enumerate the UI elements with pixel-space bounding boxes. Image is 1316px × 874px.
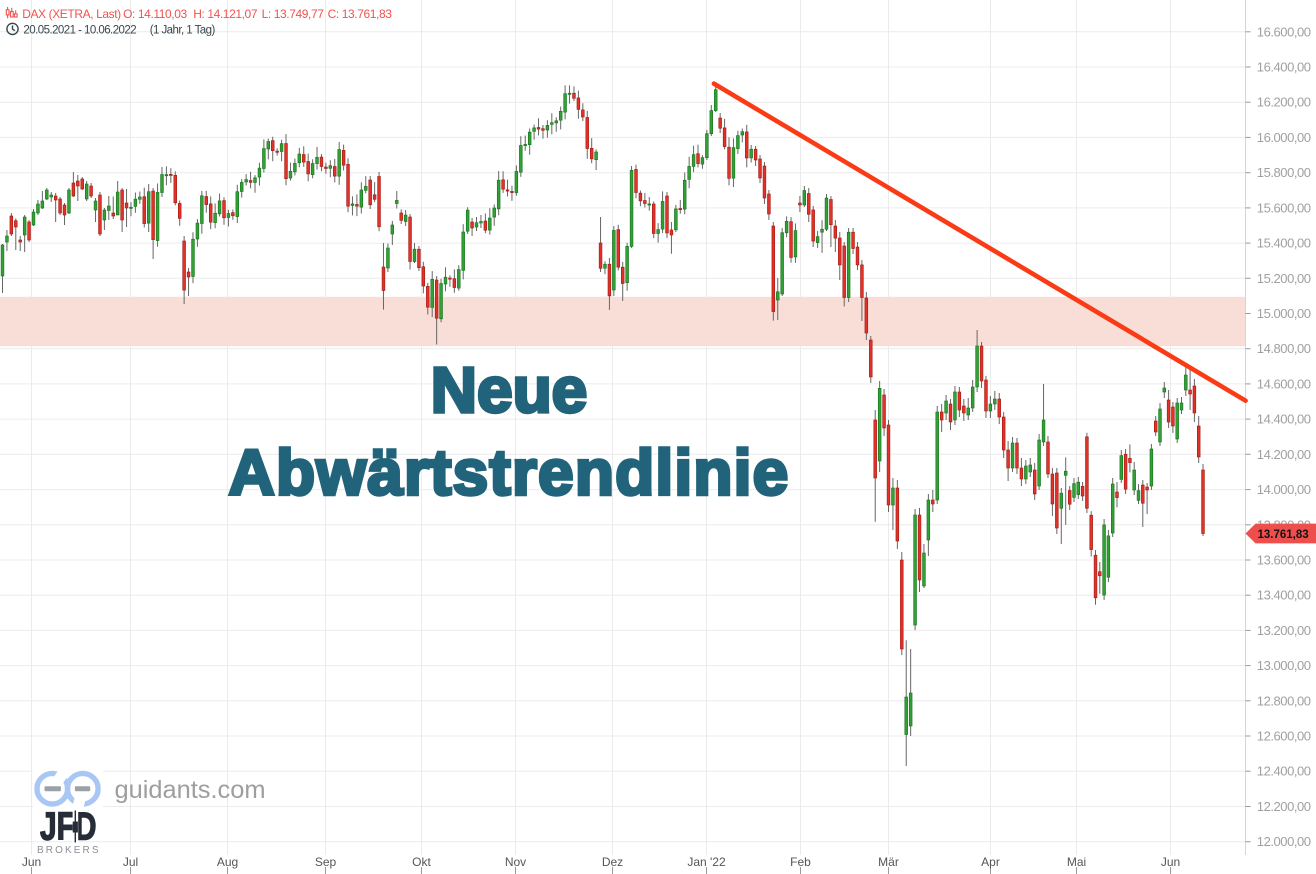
svg-text:13.400,00: 13.400,00 [1257,588,1311,603]
svg-text:Jul: Jul [123,855,138,869]
svg-text:15.600,00: 15.600,00 [1257,200,1311,215]
svg-text:12.800,00: 12.800,00 [1257,693,1311,708]
svg-text:14.800,00: 14.800,00 [1257,341,1311,356]
svg-text:12.600,00: 12.600,00 [1257,729,1311,744]
svg-text:14.400,00: 14.400,00 [1257,412,1311,427]
svg-text:Abwärtstrendlinie: Abwärtstrendlinie [229,437,790,509]
svg-text:12.000,00: 12.000,00 [1257,834,1311,849]
svg-text:13.200,00: 13.200,00 [1257,623,1311,638]
svg-text:15.000,00: 15.000,00 [1257,306,1311,321]
svg-text:Apr: Apr [981,855,1000,869]
svg-text:15.200,00: 15.200,00 [1257,271,1311,286]
svg-text:20.05.2021 - 10.06.2022(1 Jahr: 20.05.2021 - 10.06.2022 (1 Jahr, 1 Tag) [23,25,215,37]
svg-text:Feb: Feb [790,855,811,869]
svg-text:16.400,00: 16.400,00 [1257,60,1311,75]
svg-text:16.000,00: 16.000,00 [1257,130,1311,145]
svg-text:15.800,00: 15.800,00 [1257,165,1311,180]
svg-text:Jan '22: Jan '22 [687,855,726,869]
svg-text:Sep: Sep [315,855,337,869]
svg-text:14.000,00: 14.000,00 [1257,482,1311,497]
svg-text:Dez: Dez [602,855,623,869]
svg-text:Mär: Mär [878,855,899,869]
svg-text:15.400,00: 15.400,00 [1257,236,1311,251]
svg-text:JFD: JFD [40,806,96,849]
svg-text:12.200,00: 12.200,00 [1257,799,1311,814]
svg-text:Aug: Aug [217,855,238,869]
svg-text:16.200,00: 16.200,00 [1257,95,1311,110]
svg-text:13.600,00: 13.600,00 [1257,553,1311,568]
svg-text:14.600,00: 14.600,00 [1257,376,1311,391]
svg-text:13.000,00: 13.000,00 [1257,658,1311,673]
svg-text:Jun: Jun [22,855,41,869]
svg-text:DAX (XETRA, Last)O: 14.110,03H: DAX (XETRA, Last) O: 14.110,03 H: 14.121,0… [22,7,392,21]
svg-text:guidants.com: guidants.com [115,776,266,804]
svg-text:16.600,00: 16.600,00 [1257,24,1311,39]
svg-text:12.400,00: 12.400,00 [1257,764,1311,779]
svg-text:13.761,83: 13.761,83 [1258,529,1309,541]
svg-text:BROKERS: BROKERS [37,845,101,856]
svg-text:14.200,00: 14.200,00 [1257,447,1311,462]
svg-text:Jun: Jun [1161,855,1180,869]
svg-text:Mai: Mai [1067,855,1086,869]
svg-text:Nov: Nov [505,855,526,869]
svg-text:Okt: Okt [412,855,431,869]
svg-text:Neue: Neue [431,354,588,426]
